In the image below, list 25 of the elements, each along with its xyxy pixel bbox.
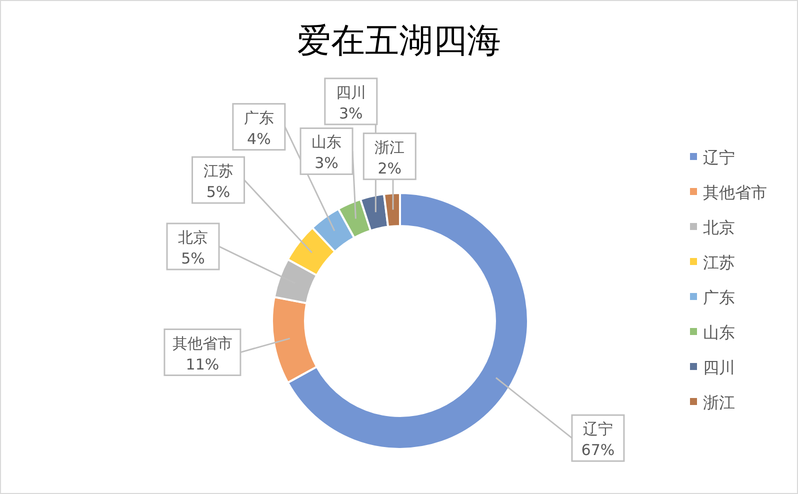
slice-label: 四川 <box>336 83 366 102</box>
data-label: 3% <box>314 154 338 172</box>
legend-label: 辽宁 <box>703 148 735 167</box>
data-label: 3% <box>339 104 363 122</box>
legend-label: 广东 <box>703 288 735 307</box>
chart-title: 爱在五湖四海 <box>297 21 501 61</box>
data-label: 2% <box>378 159 402 178</box>
data-label: 67% <box>581 441 615 460</box>
legend-label: 北京 <box>703 218 735 237</box>
legend-label: 山东 <box>703 323 735 342</box>
data-label: 5% <box>206 183 230 202</box>
legend-label: 江苏 <box>703 253 735 272</box>
slice-label: 辽宁 <box>582 420 613 438</box>
legend-label: 其他省市 <box>703 183 767 202</box>
slice-label: 江苏 <box>203 162 234 180</box>
slice-label: 北京 <box>178 228 208 246</box>
data-label: 4% <box>247 130 271 148</box>
data-label: 5% <box>181 249 205 268</box>
data-label: 11% <box>186 355 220 374</box>
slice-label: 山东 <box>312 133 342 152</box>
slice-label: 广东 <box>244 108 274 127</box>
slice-label: 浙江 <box>374 138 405 156</box>
legend-label: 四川 <box>703 358 735 377</box>
legend-label: 浙江 <box>703 393 735 412</box>
slice-label: 其他省市 <box>172 334 232 352</box>
